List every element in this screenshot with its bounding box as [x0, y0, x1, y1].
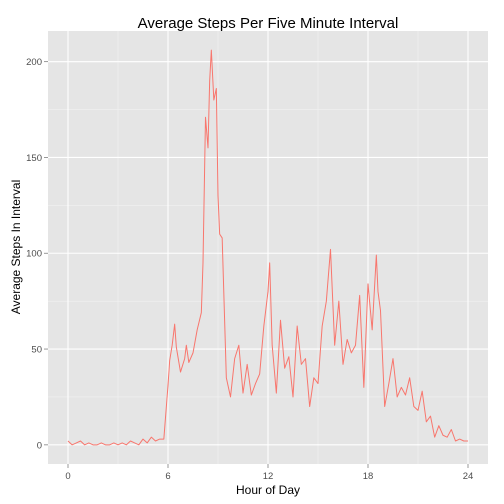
x-axis-title: Hour of Day [236, 483, 300, 497]
x-tick-label: 18 [363, 471, 374, 482]
y-tick-label: 50 [31, 345, 42, 356]
y-tick-label: 0 [37, 440, 42, 451]
y-tick-label: 100 [26, 249, 42, 260]
x-tick-label: 24 [463, 471, 474, 482]
y-axis-title: Average Steps In Interval [9, 180, 23, 315]
axis-ticks: 0 6 12 18 24 0 50 100 150 200 [26, 57, 473, 482]
y-tick-label: 200 [26, 57, 42, 68]
x-tick-label: 12 [263, 471, 274, 482]
y-tick-label: 150 [26, 153, 42, 164]
series-layer [67, 49, 468, 446]
x-tick-label: 6 [165, 471, 170, 482]
chart-title: Average Steps Per Five Minute Interval [138, 15, 399, 32]
series-line [67, 49, 468, 446]
x-tick-label: 0 [65, 471, 70, 482]
